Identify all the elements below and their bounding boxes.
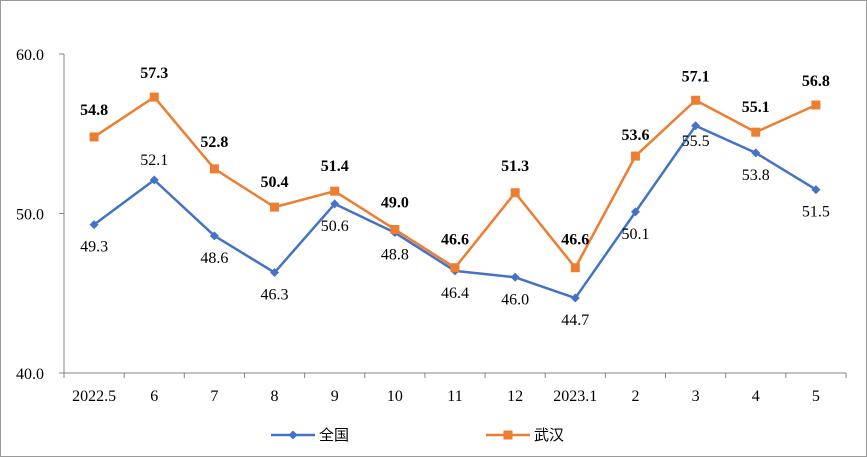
data-label: 53.8: [742, 167, 770, 184]
legend-label: 武汉: [534, 426, 564, 444]
data-point-square: [89, 132, 99, 142]
data-label: 50.1: [621, 226, 649, 243]
data-point-square: [209, 164, 219, 174]
data-label: 46.6: [561, 232, 589, 249]
data-label: 57.1: [682, 68, 710, 85]
data-label: 49.3: [80, 239, 108, 256]
data-label: 48.6: [200, 250, 228, 267]
data-point-diamond: [570, 293, 580, 303]
legend-marker-diamond: [288, 430, 298, 440]
data-point-diamond: [270, 268, 280, 278]
data-point-square: [570, 263, 580, 273]
data-point-square: [270, 202, 280, 212]
legend-label: 全国: [319, 426, 349, 444]
x-tick-label: 2: [631, 388, 639, 405]
data-point-diamond: [510, 272, 520, 282]
data-point-diamond: [751, 148, 761, 158]
data-label: 50.6: [321, 218, 349, 235]
data-point-diamond: [330, 199, 340, 209]
legend-marker-square: [503, 430, 513, 440]
data-label: 52.8: [200, 134, 228, 151]
data-label: 50.4: [261, 174, 289, 191]
data-label: 44.7: [561, 312, 589, 329]
data-point-square: [811, 100, 821, 110]
data-point-diamond: [630, 207, 640, 217]
data-point-square: [510, 188, 520, 198]
y-tick-label: 40.0: [16, 366, 44, 383]
data-point-diamond: [691, 121, 701, 131]
data-label: 51.4: [321, 158, 349, 175]
x-tick-label: 10: [387, 388, 403, 405]
x-tick-label: 11: [447, 388, 462, 405]
x-tick-label: 2022.5: [72, 388, 116, 405]
y-tick-label: 50.0: [16, 207, 44, 224]
data-label: 46.6: [441, 232, 469, 249]
y-tick-label: 60.0: [16, 47, 44, 64]
data-label: 55.1: [742, 99, 770, 116]
x-tick-label: 7: [210, 388, 218, 405]
data-label: 48.8: [381, 247, 409, 264]
x-tick-label: 2023.1: [553, 388, 597, 405]
x-tick-label: 8: [271, 388, 279, 405]
x-tick-label: 3: [692, 388, 700, 405]
data-point-square: [691, 95, 701, 105]
data-label: 56.8: [802, 73, 830, 90]
data-point-diamond: [149, 175, 159, 185]
data-label: 46.0: [501, 291, 529, 308]
data-label: 53.6: [621, 127, 649, 144]
x-tick-label: 5: [812, 388, 820, 405]
x-tick-label: 6: [150, 388, 158, 405]
x-tick-label: 9: [331, 388, 339, 405]
data-point-square: [390, 224, 400, 234]
data-point-square: [630, 151, 640, 161]
x-tick-label: 4: [752, 388, 760, 405]
data-point-diamond: [209, 231, 219, 241]
data-point-diamond: [811, 185, 821, 195]
data-label: 54.8: [80, 102, 108, 119]
data-label: 51.5: [802, 204, 830, 221]
data-point-square: [149, 92, 159, 102]
data-point-square: [751, 127, 761, 137]
data-label: 46.4: [441, 285, 469, 302]
data-point-square: [330, 186, 340, 196]
data-label: 52.1: [140, 152, 168, 169]
x-tick-label: 12: [507, 388, 523, 405]
data-point-diamond: [89, 220, 99, 230]
data-label: 49.0: [381, 194, 409, 211]
data-label: 46.3: [261, 287, 289, 304]
data-point-square: [450, 263, 460, 273]
data-label: 51.3: [501, 158, 529, 175]
data-label: 57.3: [140, 65, 168, 82]
data-label: 55.5: [682, 133, 710, 150]
